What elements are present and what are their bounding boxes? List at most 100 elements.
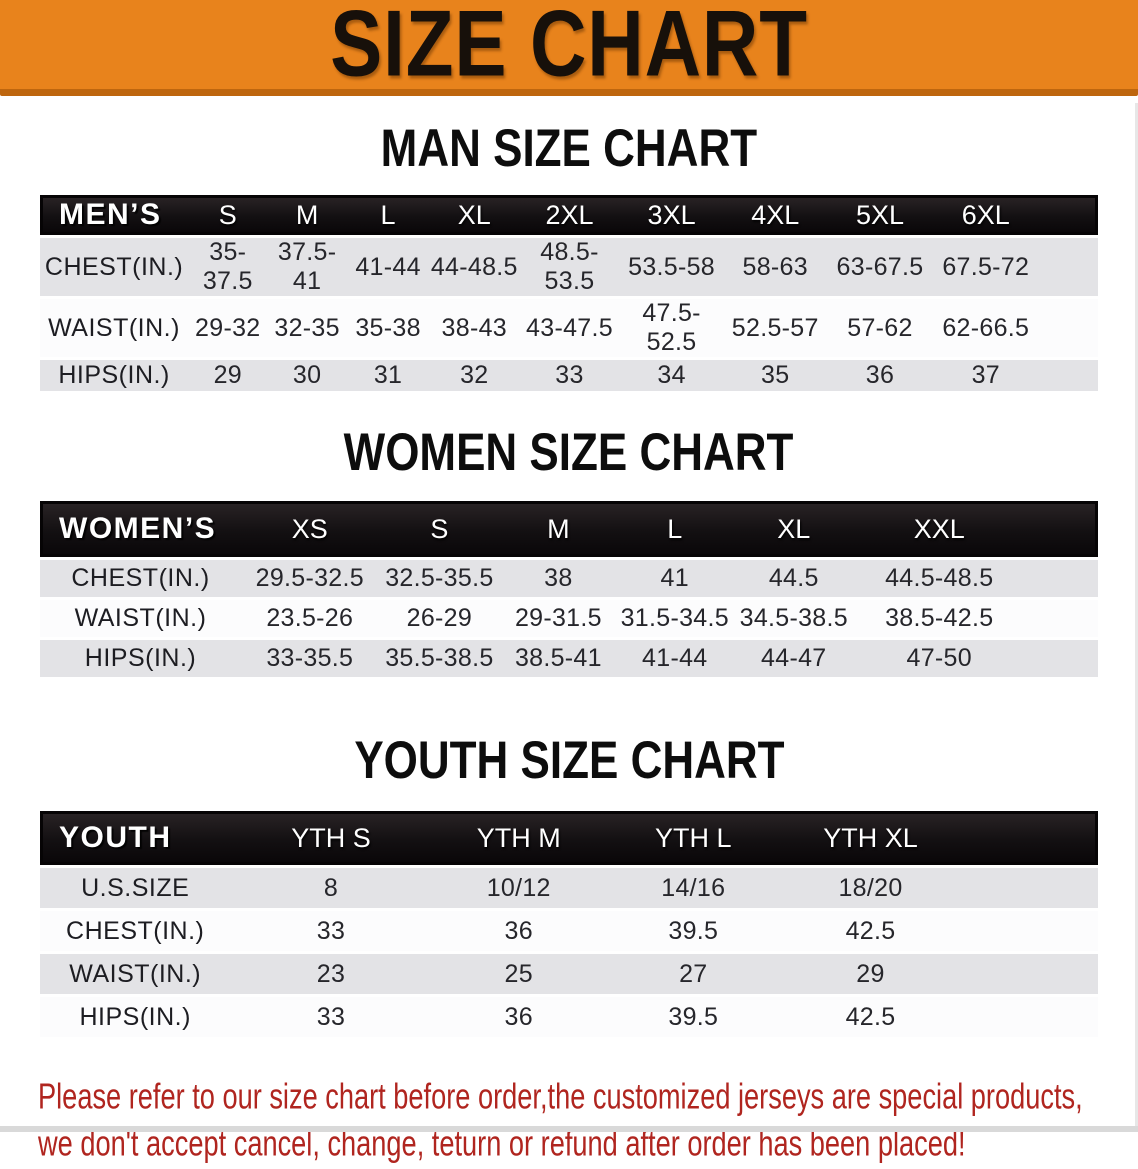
women-size-chart-heading-text: WOMEN SIZE CHART (344, 422, 794, 482)
value-cell: 62-66.5 (932, 299, 1039, 357)
size-header-cell: S (188, 195, 268, 235)
value-cell: 31.5-34.5 (616, 600, 733, 637)
value-cell: 42.5 (780, 911, 961, 951)
value-cell: 30 (267, 360, 347, 391)
youth-size-chart-heading-text: YOUTH SIZE CHART (353, 730, 785, 790)
value-cell: 39.5 (606, 997, 781, 1037)
women-chest-row: CHEST(IN.) 29.5-32.5 32.5-35.5 38 41 44.… (40, 560, 1098, 597)
value-cell: 57-62 (827, 299, 933, 357)
value-cell: 26-29 (378, 600, 501, 637)
size-header-cell: YTH M (431, 811, 607, 865)
spacer-cell (1023, 600, 1098, 637)
value-cell: 41-44 (616, 640, 733, 677)
value-cell: 42.5 (780, 997, 961, 1037)
size-header-cell: 3XL (619, 195, 724, 235)
value-cell: 37 (932, 360, 1039, 391)
youth-hips-row: HIPS(IN.) 33 36 39.5 42.5 (40, 997, 1098, 1037)
spacer-cell (1023, 501, 1098, 557)
size-header-cell: YTH L (606, 811, 781, 865)
value-cell: 27 (606, 954, 781, 994)
disclaimer-line-1: Please refer to our size chart before or… (38, 1077, 1083, 1117)
value-cell: 29.5-32.5 (241, 560, 379, 597)
men-header-row: MEN’S S M L XL 2XL 3XL 4XL 5XL 6XL (40, 195, 1098, 235)
value-cell: 35.5-38.5 (378, 640, 501, 677)
value-cell: 52.5-57 (723, 299, 828, 357)
youth-label-cell: YOUTH (40, 811, 231, 865)
women-size-table: WOMEN’S XS S M L XL XXL CHEST(IN.) 29.5-… (40, 498, 1098, 680)
spacer-cell (1038, 238, 1098, 296)
value-cell: 38-43 (429, 299, 520, 357)
value-cell: 23 (230, 954, 432, 994)
value-cell: 47.5-52.5 (619, 299, 724, 357)
size-header-cell: YTH S (230, 811, 432, 865)
value-cell: 43-47.5 (519, 299, 620, 357)
spacer-cell (1038, 299, 1098, 357)
value-cell: 38.5-41 (500, 640, 617, 677)
value-cell: 33 (519, 360, 620, 391)
value-cell: 14/16 (606, 868, 781, 908)
value-cell: 35-38 (346, 299, 430, 357)
value-cell: 31 (346, 360, 430, 391)
row-label-cell: WAIST(IN.) (40, 299, 189, 357)
page-right-edge (1135, 103, 1138, 1126)
men-hips-row: HIPS(IN.) 29 30 31 32 33 34 35 36 37 (40, 360, 1098, 391)
women-label-cell: WOMEN’S (40, 501, 242, 557)
size-header-cell: XXL (854, 501, 1024, 557)
row-label-cell: HIPS(IN.) (40, 997, 231, 1037)
women-hips-row: HIPS(IN.) 33-35.5 35.5-38.5 38.5-41 41-4… (40, 640, 1098, 677)
size-header-cell: L (346, 195, 430, 235)
men-chest-row: CHEST(IN.) 35-37.5 37.5-41 41-44 44-48.5… (40, 238, 1098, 296)
size-header-cell: XL (429, 195, 520, 235)
spacer-cell (960, 911, 1098, 951)
value-cell: 32.5-35.5 (378, 560, 501, 597)
value-cell: 44-48.5 (429, 238, 520, 296)
value-cell: 48.5-53.5 (519, 238, 620, 296)
spacer-cell (960, 811, 1098, 865)
value-cell: 23.5-26 (241, 600, 379, 637)
value-cell: 29-32 (188, 299, 268, 357)
youth-size-chart-heading: YOUTH SIZE CHART (0, 730, 1138, 790)
value-cell: 39.5 (606, 911, 781, 951)
size-header-cell: S (378, 501, 501, 557)
banner-title: SIZE CHART (330, 0, 808, 97)
value-cell: 41-44 (346, 238, 430, 296)
youth-chest-row: CHEST(IN.) 33 36 39.5 42.5 (40, 911, 1098, 951)
value-cell: 34.5-38.5 (732, 600, 855, 637)
women-waist-row: WAIST(IN.) 23.5-26 26-29 29-31.5 31.5-34… (40, 600, 1098, 637)
size-header-cell: M (267, 195, 347, 235)
value-cell: 36 (827, 360, 933, 391)
spacer-cell (960, 954, 1098, 994)
row-label-cell: CHEST(IN.) (40, 911, 231, 951)
row-label-cell: CHEST(IN.) (40, 238, 189, 296)
size-header-cell: XL (732, 501, 855, 557)
youth-us-size-row: U.S.SIZE 8 10/12 14/16 18/20 (40, 868, 1098, 908)
row-label-cell: U.S.SIZE (40, 868, 231, 908)
value-cell: 8 (230, 868, 432, 908)
youth-header-row: YOUTH YTH S YTH M YTH L YTH XL (40, 811, 1098, 865)
value-cell: 25 (431, 954, 607, 994)
size-header-cell: L (616, 501, 733, 557)
women-size-chart-heading: WOMEN SIZE CHART (0, 422, 1138, 482)
row-label-cell: HIPS(IN.) (40, 360, 189, 391)
size-header-cell: XS (241, 501, 379, 557)
value-cell: 47-50 (854, 640, 1024, 677)
spacer-cell (960, 868, 1098, 908)
value-cell: 32-35 (267, 299, 347, 357)
value-cell: 44.5 (732, 560, 855, 597)
size-header-cell: 6XL (932, 195, 1039, 235)
size-header-cell: YTH XL (780, 811, 961, 865)
spacer-cell (1038, 360, 1098, 391)
size-header-cell: 4XL (723, 195, 828, 235)
value-cell: 35 (723, 360, 828, 391)
value-cell: 37.5-41 (267, 238, 347, 296)
row-label-cell: CHEST(IN.) (40, 560, 242, 597)
value-cell: 34 (619, 360, 724, 391)
men-size-table: MEN’S S M L XL 2XL 3XL 4XL 5XL 6XL CHEST… (40, 192, 1098, 394)
value-cell: 29 (188, 360, 268, 391)
value-cell: 58-63 (723, 238, 828, 296)
value-cell: 44-47 (732, 640, 855, 677)
value-cell: 36 (431, 997, 607, 1037)
value-cell: 33 (230, 997, 432, 1037)
value-cell: 32 (429, 360, 520, 391)
youth-size-table: YOUTH YTH S YTH M YTH L YTH XL U.S.SIZE … (40, 808, 1098, 1040)
